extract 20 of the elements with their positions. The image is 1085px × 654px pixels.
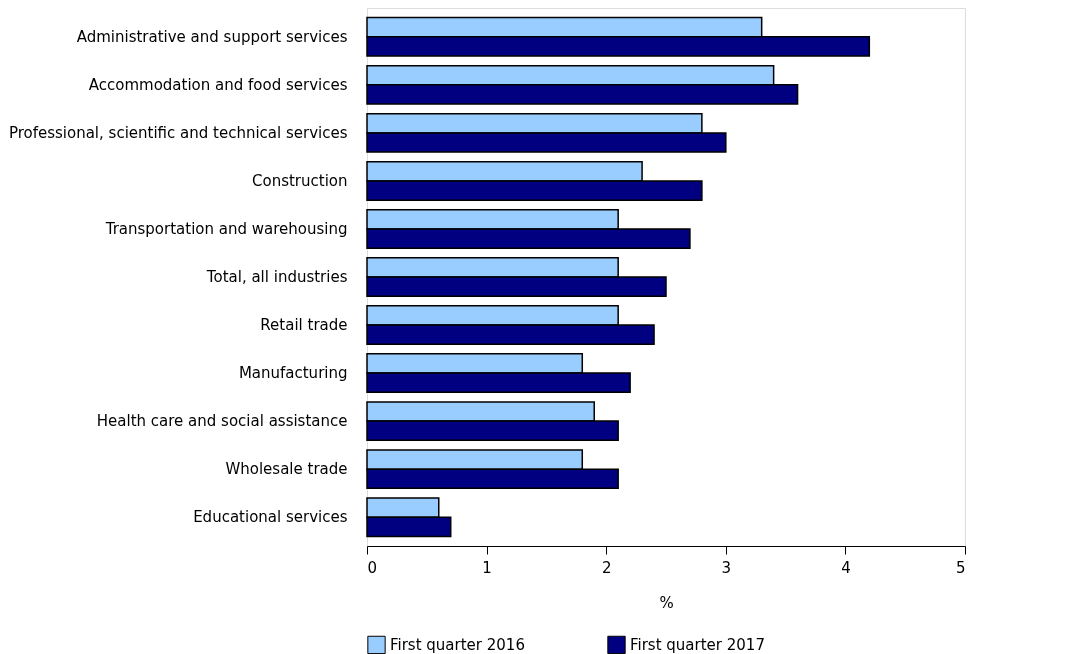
- x-tick-label: 2: [601, 558, 612, 577]
- y-tick-label: Administrative and support services: [76, 27, 348, 46]
- x-tick-label: 1: [482, 558, 492, 577]
- y-tick-label: Total, all industries: [205, 268, 348, 286]
- legend-label: First quarter 2016: [390, 635, 525, 654]
- x-tick-label: 5: [955, 558, 966, 577]
- y-tick-label: Retail trade: [260, 316, 348, 335]
- y-tick-label: Educational services: [193, 508, 348, 527]
- y-tick-label: Construction: [251, 171, 348, 190]
- x-tick-label: 3: [721, 558, 732, 577]
- y-tick-label: Professional, scientific and technical services: [8, 123, 348, 142]
- y-tick-label: Accommodation and food services: [88, 75, 348, 94]
- x-axis-title: %: [659, 593, 674, 612]
- x-tick-label: 4: [841, 558, 851, 577]
- y-tick-label: Wholesale trade: [225, 460, 348, 479]
- y-tick-label: Health care and social assistance: [96, 412, 348, 431]
- y-tick-label: Transportation and warehousing: [104, 219, 348, 238]
- x-tick-label: 0: [367, 558, 378, 577]
- legend-label: First quarter 2017: [630, 635, 765, 654]
- y-tick-label: Manufacturing: [238, 364, 348, 383]
